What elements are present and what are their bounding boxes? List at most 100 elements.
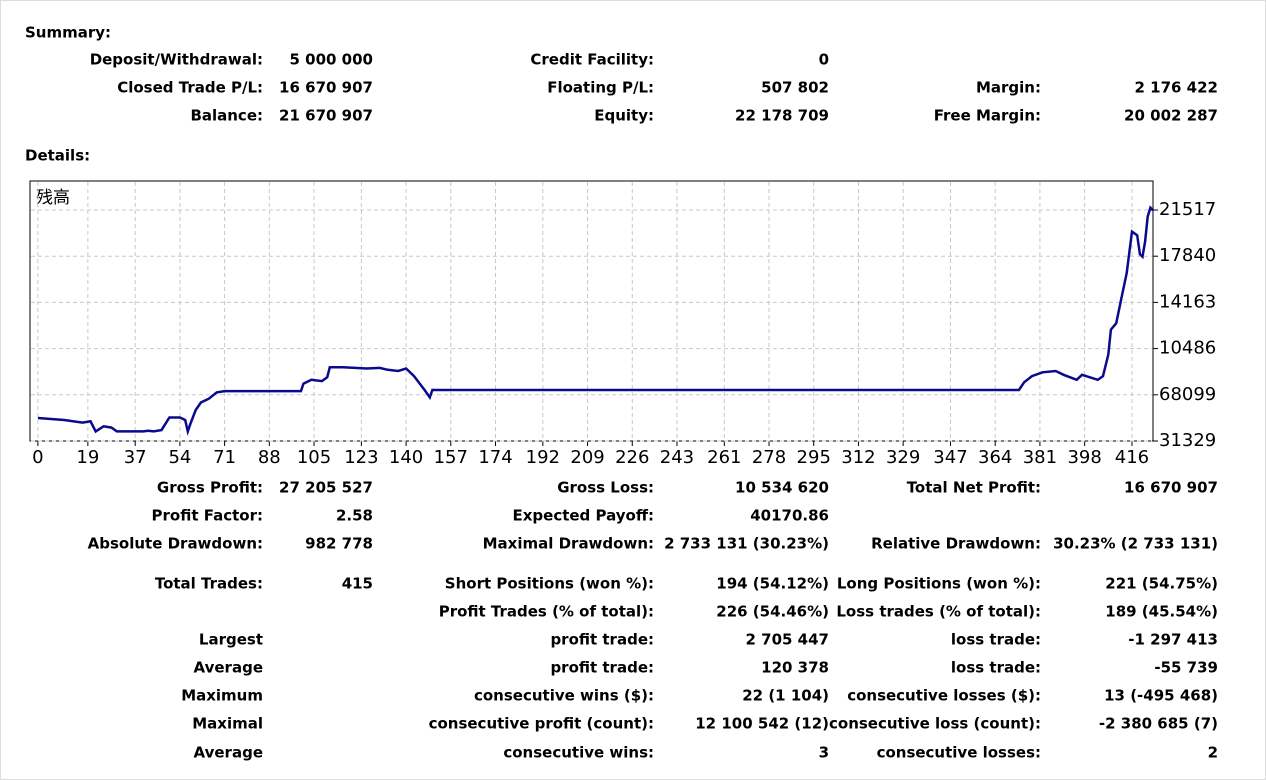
value: 5 000 000 (289, 51, 373, 69)
summary-title: Summary: (25, 24, 111, 42)
label: Maximal (192, 715, 263, 733)
value: 22 (1 104) (742, 687, 829, 705)
label: Balance: (190, 107, 263, 125)
value: 13 (-495 468) (1104, 687, 1218, 705)
label: consecutive profit (count): (429, 715, 654, 733)
x-tick-label: 157 (434, 447, 468, 468)
x-tick-label: 105 (297, 447, 331, 468)
label: consecutive wins ($): (474, 687, 654, 705)
label: Average (194, 744, 263, 762)
label: Total Net Profit: (907, 479, 1041, 497)
label: Average (194, 659, 263, 677)
x-tick-label: 364 (978, 447, 1012, 468)
x-tick-label: 54 (168, 447, 191, 468)
value: 0 (819, 51, 829, 69)
value: 226 (54.46%) (716, 603, 829, 621)
label: Largest (199, 631, 263, 649)
x-tick-label: 88 (258, 447, 281, 468)
label: Profit Trades (% of total): (439, 603, 654, 621)
x-tick-label: 261 (707, 447, 741, 468)
label: Loss trades (% of total): (836, 603, 1041, 621)
x-tick-label: 192 (526, 447, 560, 468)
y-tick-label: 17840 (1159, 245, 1216, 266)
label: loss trade: (951, 659, 1041, 677)
value: 2 176 422 (1134, 79, 1218, 97)
y-tick-label: 10486 (1159, 338, 1216, 359)
value: 120 378 (761, 659, 829, 677)
x-tick-label: 312 (841, 447, 875, 468)
chart-frame (29, 180, 1154, 442)
value: 16 670 907 (279, 79, 373, 97)
label: consecutive losses: (877, 744, 1041, 762)
value: 12 100 542 (12) (695, 715, 829, 733)
label: profit trade: (550, 631, 654, 649)
value: 30.23% (2 733 131) (1053, 535, 1218, 553)
x-tick-label: 37 (124, 447, 147, 468)
value: 3 (819, 744, 829, 762)
label: loss trade: (951, 631, 1041, 649)
x-tick-label: 71 (213, 447, 236, 468)
details-title: Details: (25, 147, 90, 165)
y-tick-label: 21517 (1159, 199, 1216, 220)
value: 194 (54.12%) (716, 575, 829, 593)
label: Maximal Drawdown: (483, 535, 654, 553)
y-tick-label: 31329 (1159, 430, 1216, 451)
label: Closed Trade P/L: (117, 79, 263, 97)
x-tick-label: 174 (478, 447, 512, 468)
value: 20 002 287 (1124, 107, 1218, 125)
label: Equity: (594, 107, 654, 125)
value: 22 178 709 (735, 107, 829, 125)
x-tick-label: 226 (615, 447, 649, 468)
label: Expected Payoff: (512, 507, 654, 525)
value: -1 297 413 (1128, 631, 1218, 649)
y-tick-label: 68099 (1159, 384, 1216, 405)
value: 415 (342, 575, 373, 593)
value: 2.58 (336, 507, 373, 525)
value: 16 670 907 (1124, 479, 1218, 497)
chart-title: 残高 (36, 188, 70, 208)
x-tick-label: 347 (933, 447, 967, 468)
value: 2 (1208, 744, 1218, 762)
balance-line (37, 205, 1154, 436)
label: Maximum (181, 687, 263, 705)
value: 507 802 (761, 79, 829, 97)
x-tick-label: 398 (1067, 447, 1101, 468)
x-tick-label: 209 (570, 447, 604, 468)
label: Total Trades: (155, 575, 263, 593)
x-tick-label: 123 (344, 447, 378, 468)
x-tick-label: 329 (886, 447, 920, 468)
label: Deposit/Withdrawal: (90, 51, 263, 69)
label: Profit Factor: (152, 507, 263, 525)
value: 221 (54.75%) (1105, 575, 1218, 593)
value: 2 733 131 (30.23%) (664, 535, 829, 553)
value: -2 380 685 (7) (1099, 715, 1218, 733)
x-tick-label: 19 (76, 447, 99, 468)
label: consecutive wins: (503, 744, 654, 762)
label: Credit Facility: (530, 51, 654, 69)
x-tick-label: 140 (389, 447, 423, 468)
x-tick-label: 416 (1115, 447, 1149, 468)
value: 189 (45.54%) (1105, 603, 1218, 621)
value: 2 705 447 (745, 631, 829, 649)
label: profit trade: (550, 659, 654, 677)
x-tick-label: 278 (752, 447, 786, 468)
label: Relative Drawdown: (871, 535, 1041, 553)
label: consecutive loss (count): (829, 715, 1041, 733)
x-tick-label: 381 (1023, 447, 1057, 468)
label: Margin: (976, 79, 1041, 97)
label: Gross Loss: (557, 479, 654, 497)
x-tick-label: 0 (32, 447, 43, 468)
value: 10 534 620 (735, 479, 829, 497)
value: 982 778 (305, 535, 373, 553)
value: -55 739 (1154, 659, 1218, 677)
label: Free Margin: (934, 107, 1041, 125)
label: consecutive losses ($): (847, 687, 1041, 705)
value: 40170.86 (750, 507, 829, 525)
label: Floating P/L: (547, 79, 654, 97)
label: Short Positions (won %): (445, 575, 654, 593)
label: Gross Profit: (157, 479, 263, 497)
value: 21 670 907 (279, 107, 373, 125)
label: Long Positions (won %): (837, 575, 1041, 593)
